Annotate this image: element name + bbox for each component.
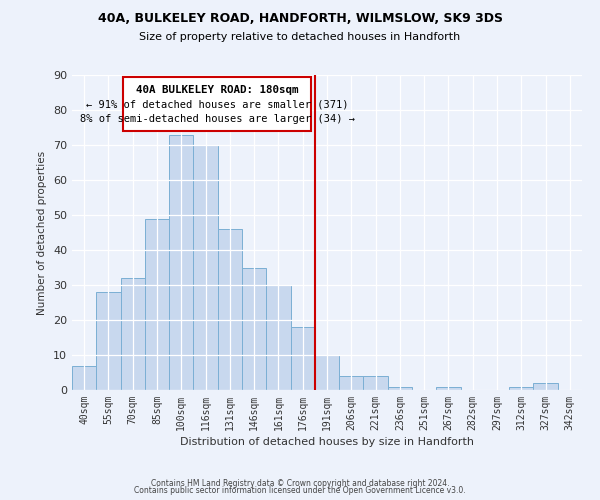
- Text: 8% of semi-detached houses are larger (34) →: 8% of semi-detached houses are larger (3…: [80, 114, 355, 124]
- FancyBboxPatch shape: [123, 76, 311, 131]
- Text: Contains public sector information licensed under the Open Government Licence v3: Contains public sector information licen…: [134, 486, 466, 495]
- Bar: [290, 327, 315, 390]
- Bar: [242, 268, 266, 390]
- Bar: [364, 376, 388, 390]
- Bar: [509, 386, 533, 390]
- Bar: [193, 145, 218, 390]
- Bar: [266, 285, 290, 390]
- Bar: [315, 355, 339, 390]
- Text: ← 91% of detached houses are smaller (371): ← 91% of detached houses are smaller (37…: [86, 100, 349, 110]
- Bar: [121, 278, 145, 390]
- X-axis label: Distribution of detached houses by size in Handforth: Distribution of detached houses by size …: [180, 437, 474, 447]
- Text: 40A BULKELEY ROAD: 180sqm: 40A BULKELEY ROAD: 180sqm: [136, 85, 298, 95]
- Text: Contains HM Land Registry data © Crown copyright and database right 2024.: Contains HM Land Registry data © Crown c…: [151, 478, 449, 488]
- Text: 40A, BULKELEY ROAD, HANDFORTH, WILMSLOW, SK9 3DS: 40A, BULKELEY ROAD, HANDFORTH, WILMSLOW,…: [97, 12, 503, 26]
- Bar: [169, 134, 193, 390]
- Bar: [388, 386, 412, 390]
- Bar: [436, 386, 461, 390]
- Text: Size of property relative to detached houses in Handforth: Size of property relative to detached ho…: [139, 32, 461, 42]
- Bar: [218, 229, 242, 390]
- Bar: [96, 292, 121, 390]
- Bar: [72, 366, 96, 390]
- Y-axis label: Number of detached properties: Number of detached properties: [37, 150, 47, 314]
- Bar: [533, 383, 558, 390]
- Bar: [145, 218, 169, 390]
- Bar: [339, 376, 364, 390]
